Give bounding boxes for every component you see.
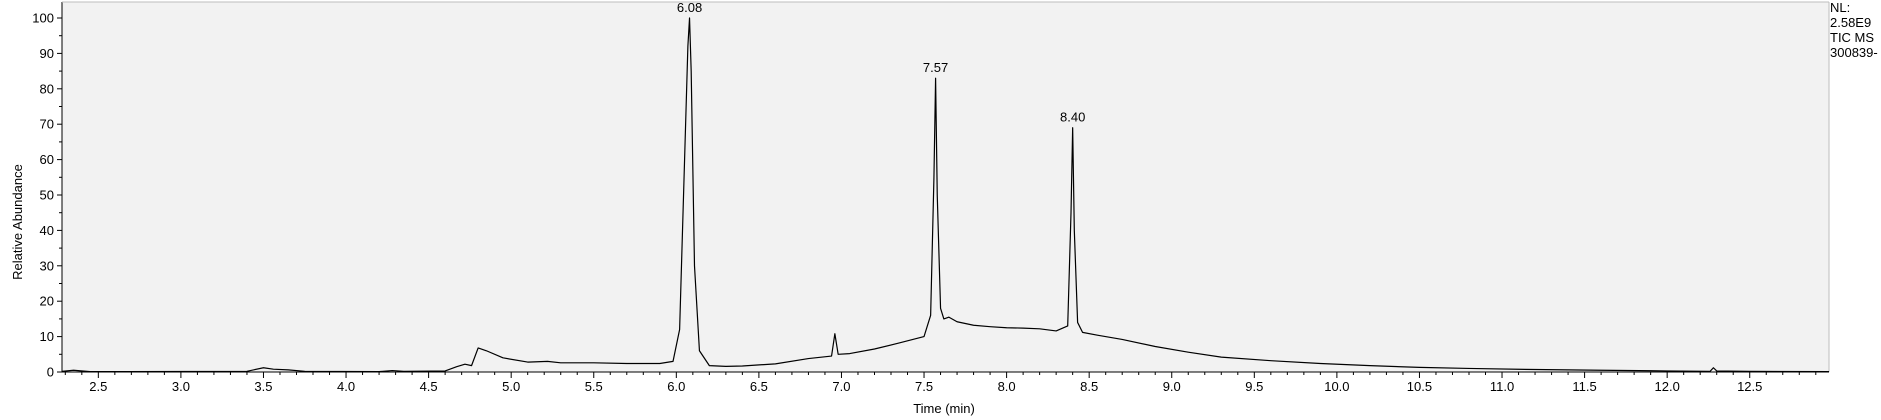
y-axis-title: Relative Abundance bbox=[10, 164, 25, 280]
x-tick-label: 3.5 bbox=[254, 379, 272, 394]
peak-labels: 6.08 7.57 8.40 bbox=[677, 0, 1085, 125]
peak-label: 7.57 bbox=[923, 60, 948, 75]
series-layer bbox=[61, 17, 1830, 373]
y-axis: 0 10 20 30 40 50 60 70 80 90 100 bbox=[32, 11, 62, 380]
x-tick-label: 8.5 bbox=[1080, 379, 1098, 394]
y-tick-label: 100 bbox=[32, 11, 54, 26]
y-tick-label: 50 bbox=[40, 188, 54, 203]
sample-id: 300839- bbox=[1830, 45, 1878, 60]
x-axis: 2.5 3.0 3.5 4.0 4.5 5.0 5.5 6.0 6.5 7.0 7.5 8.0 8.5 9… bbox=[64, 372, 1817, 394]
x-tick-label: 7.5 bbox=[915, 379, 933, 394]
peak-label: 8.40 bbox=[1060, 110, 1085, 125]
scan-type: TIC MS bbox=[1830, 30, 1875, 45]
x-tick-label: 2.5 bbox=[89, 379, 107, 394]
tic-trace-line bbox=[61, 17, 1830, 373]
normalization-note: NL: 2.58E9 TIC MS 300839- bbox=[1830, 0, 1878, 60]
x-tick-label: 10.5 bbox=[1407, 379, 1432, 394]
x-axis-title: Time (min) bbox=[913, 401, 975, 416]
plot-frame bbox=[61, 1, 1830, 373]
x-tick-label: 9.5 bbox=[1245, 379, 1263, 394]
x-tick-label: 4.5 bbox=[420, 379, 438, 394]
y-tick-label: 40 bbox=[40, 223, 54, 238]
y-tick-label: 10 bbox=[40, 329, 54, 344]
x-tick-label: 10.0 bbox=[1324, 379, 1349, 394]
y-tick-label: 20 bbox=[40, 294, 54, 309]
y-tick-label: 90 bbox=[40, 46, 54, 61]
x-tick-label: 11.5 bbox=[1572, 379, 1596, 394]
x-tick-label: 6.5 bbox=[750, 379, 768, 394]
x-tick-label: 6.0 bbox=[667, 379, 685, 394]
nl-value: 2.58E9 bbox=[1830, 15, 1872, 30]
plot-area bbox=[62, 2, 1829, 372]
x-tick-label: 9.0 bbox=[1163, 379, 1181, 394]
x-tick-label: 12.0 bbox=[1655, 379, 1680, 394]
peak-label: 6.08 bbox=[677, 0, 702, 15]
x-tick-label: 11.0 bbox=[1490, 379, 1514, 394]
x-tick-label: 8.0 bbox=[998, 379, 1016, 394]
x-tick-label: 3.0 bbox=[172, 379, 190, 394]
x-tick-label: 5.0 bbox=[502, 379, 520, 394]
x-tick-label: 5.5 bbox=[585, 379, 603, 394]
y-tick-label: 30 bbox=[40, 258, 54, 273]
y-tick-label: 0 bbox=[47, 365, 54, 380]
y-tick-label: 60 bbox=[40, 152, 54, 167]
x-tick-label: 12.5 bbox=[1737, 379, 1762, 394]
x-tick-label: 4.0 bbox=[337, 379, 355, 394]
y-tick-label: 70 bbox=[40, 117, 54, 132]
nl-label: NL: bbox=[1830, 0, 1851, 15]
x-tick-label: 7.0 bbox=[832, 379, 850, 394]
y-tick-label: 80 bbox=[40, 81, 54, 96]
